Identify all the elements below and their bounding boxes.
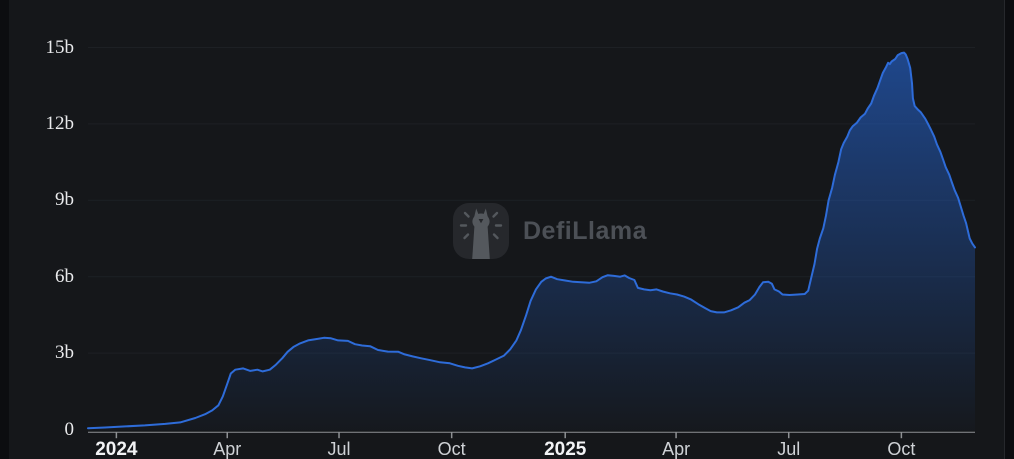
tvl-line	[87, 51, 976, 430]
tvl-area-fill	[88, 52, 975, 431]
y-axis-label: 0	[64, 418, 75, 440]
x-axis-label: Apr	[662, 439, 691, 459]
x-axis-label: 2025	[544, 439, 587, 459]
x-axis-label: Oct	[887, 439, 916, 459]
y-axis-label: 9b	[55, 189, 74, 211]
x-axis-label: Apr	[213, 439, 242, 459]
y-axis-label: 6b	[55, 265, 74, 287]
y-axis-label: 15b	[45, 36, 75, 58]
left-gutter	[0, 0, 9, 459]
y-axis: 0 3b 6b 9b 12b 15b	[0, 0, 75, 459]
y-axis-label: 3b	[55, 342, 74, 364]
x-axis-label: Jul	[777, 439, 801, 459]
x-axis-label: Oct	[437, 439, 466, 459]
y-axis-label: 12b	[45, 112, 75, 134]
x-axis-label: Jul	[327, 439, 351, 459]
right-gutter	[1004, 0, 1014, 459]
x-axis-label: 2024	[95, 439, 138, 459]
